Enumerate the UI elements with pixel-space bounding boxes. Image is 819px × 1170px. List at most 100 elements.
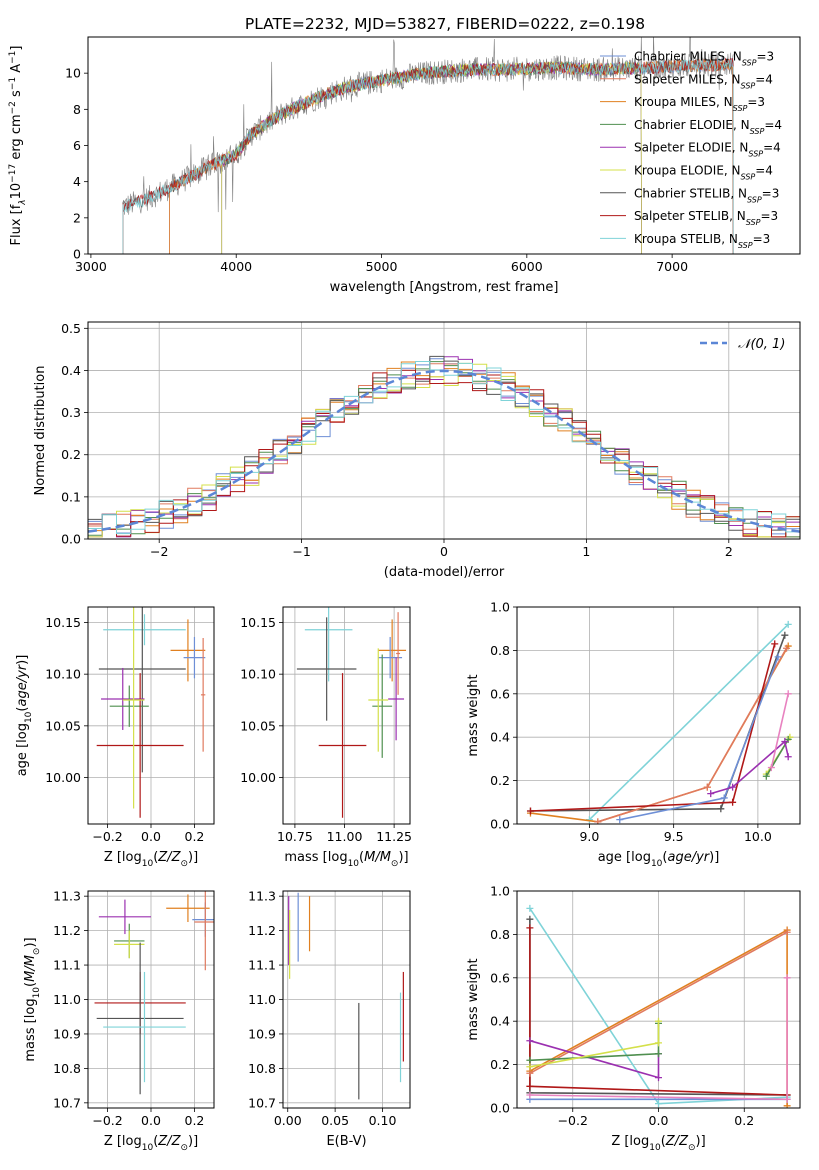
- legend-entry: Kroupa ELODIE, NSSP=4: [634, 164, 773, 182]
- x-tick-label: 2: [725, 544, 733, 559]
- weight-marker: [783, 974, 791, 982]
- y-tick-label: 10.15: [240, 615, 276, 630]
- weight-line: [765, 738, 789, 777]
- mass-vs-ebv-panel: 0.00 0.05 0.10 10.7 10.8 10.9 11.0 11.1 11.2 11.3…: [248, 889, 411, 1149]
- legend-sub: SSP: [747, 195, 762, 204]
- y-axis-label-part: age [log: [15, 723, 30, 776]
- legend-entry: Salpeter MILES, NSSP=4: [634, 72, 773, 90]
- y-axis-label-part: M/M: [23, 955, 38, 982]
- legend-label: Kroupa MILES, N: [634, 95, 733, 109]
- errorbar-point: [372, 654, 393, 758]
- x-axis-label: E(B-V): [326, 1134, 366, 1149]
- errorbar-point: [96, 942, 184, 1095]
- model-spectrum-kroupa-miles: [169, 58, 734, 254]
- legend-entry: Chabrier ELODIE, NSSP=4: [634, 118, 782, 136]
- weight-line: [530, 643, 776, 812]
- axes-frame: [87, 36, 801, 255]
- y-tick-label: 10.00: [240, 770, 276, 785]
- weight-series: [526, 640, 779, 815]
- y-tick-label: 11.1: [248, 958, 276, 973]
- weight-marker: [783, 644, 791, 652]
- x-tick-label: 0.0: [649, 1113, 669, 1128]
- x-axis-label-part: 10: [649, 1143, 661, 1153]
- model-spectrum-kroupa-stelib: [122, 58, 734, 254]
- x-axis-label-part: ⊙: [180, 1143, 188, 1153]
- y-tick-label: 10.00: [45, 770, 81, 785]
- weight-vs-z-panel: −0.2 0.0 0.2 0.0 0.2 0.4 0.6 0.8 1.0 Z [log10(Z/Z…: [466, 884, 801, 1153]
- weight-marker: [655, 1100, 662, 1108]
- x-axis-label-part: ⊙: [180, 859, 188, 869]
- errorbar-point: [170, 619, 206, 682]
- legend-sub: SSP: [738, 240, 753, 249]
- x-axis-label-part: (: [359, 850, 364, 865]
- y-tick-label: 0.6: [490, 970, 510, 985]
- x-axis-label-part: )]: [709, 850, 719, 865]
- y-tick-label: 11.2: [53, 923, 81, 938]
- x-axis-label-part: )]: [188, 850, 198, 865]
- errorbar-point: [378, 619, 407, 682]
- x-tick-label: 11.25: [376, 829, 412, 844]
- y-axis-label-part: erg cm: [9, 114, 24, 163]
- errorbar-point: [114, 930, 145, 959]
- legend-nssp: =3: [762, 186, 780, 200]
- spectrum-lines: [122, 37, 734, 254]
- x-axis-label-part: )]: [696, 1134, 706, 1149]
- y-axis-label-part: −1: [8, 77, 18, 90]
- legend-sub: SSP: [741, 81, 756, 90]
- y-tick-label: 0.2: [61, 447, 81, 462]
- legend-entry: Chabrier STELIB, NSSP=3: [634, 186, 779, 204]
- mass-vs-z-panel: −0.2 0.0 0.2 10.7 10.8 10.9 11.0 11.1 11.2 11.3 Z …: [23, 889, 215, 1153]
- axes-frame: [87, 606, 215, 825]
- x-axis-label: age [log10(age/yr)]: [598, 850, 720, 869]
- weight-line: [710, 740, 789, 795]
- errorbar-point: [98, 607, 186, 773]
- weight-marker: [767, 764, 775, 772]
- y-axis-label-part: −1: [8, 51, 18, 64]
- y-tick-label: 0.0: [490, 1101, 510, 1116]
- weight-marker: [781, 631, 789, 639]
- x-axis-label-part: ⊙: [391, 859, 399, 869]
- y-axis-label-part: ]: [9, 46, 24, 51]
- weight-series: [526, 924, 791, 1099]
- y-tick-label: 0.6: [490, 686, 510, 701]
- model-spectrum-chabrier-elodie: [221, 60, 642, 254]
- legend-entry: Salpeter STELIB, NSSP=3: [634, 209, 778, 227]
- x-tick-label: 6000: [511, 259, 543, 274]
- legend-nssp: =4: [755, 164, 773, 178]
- weight-marker: [616, 816, 624, 824]
- weight-marker: [655, 1050, 662, 1058]
- x-axis-label-part: Z/Z: [665, 1134, 689, 1149]
- x-tick-label: 0.2: [185, 1113, 205, 1128]
- weight-marker: [784, 753, 792, 761]
- legend-sub: SSP: [748, 149, 763, 158]
- y-tick-label: 0.0: [61, 532, 81, 547]
- x-axis-label-part: Z [log: [104, 1134, 142, 1149]
- legend-nssp: =3: [760, 209, 778, 223]
- x-tick-label: 0.0: [141, 829, 161, 844]
- y-tick-label: 0.3: [61, 405, 81, 420]
- x-axis-label-part: age/yr: [667, 850, 710, 865]
- y-tick-label: 0.8: [490, 927, 510, 942]
- model-spectrum-chabrier-miles: [169, 57, 734, 254]
- legend-label: Kroupa ELODIE, N: [634, 164, 741, 178]
- x-tick-label: 0.00: [274, 1113, 302, 1128]
- x-tick-label: −1: [292, 544, 310, 559]
- y-tick-label: 11.3: [53, 889, 81, 904]
- y-tick-label: 6: [73, 138, 81, 153]
- weight-line: [588, 623, 789, 821]
- y-tick-label: 4: [73, 174, 81, 189]
- x-tick-label: 3000: [75, 259, 107, 274]
- histogram-salpeter-stelib: [88, 369, 800, 538]
- y-axis-label: mass weight: [466, 958, 481, 1040]
- errorbar-point: [296, 617, 357, 721]
- y-axis-label-part: −2: [8, 101, 18, 114]
- x-tick-label: 10.75: [277, 829, 313, 844]
- weight-marker: [762, 772, 770, 780]
- y-tick-label: 11.0: [53, 992, 81, 1007]
- weight-line: [530, 634, 786, 812]
- y-axis-label-part: )]: [23, 937, 38, 947]
- legend-nssp: =3: [753, 232, 771, 246]
- errorbar-point: [103, 614, 186, 646]
- weight-marker: [783, 1095, 791, 1103]
